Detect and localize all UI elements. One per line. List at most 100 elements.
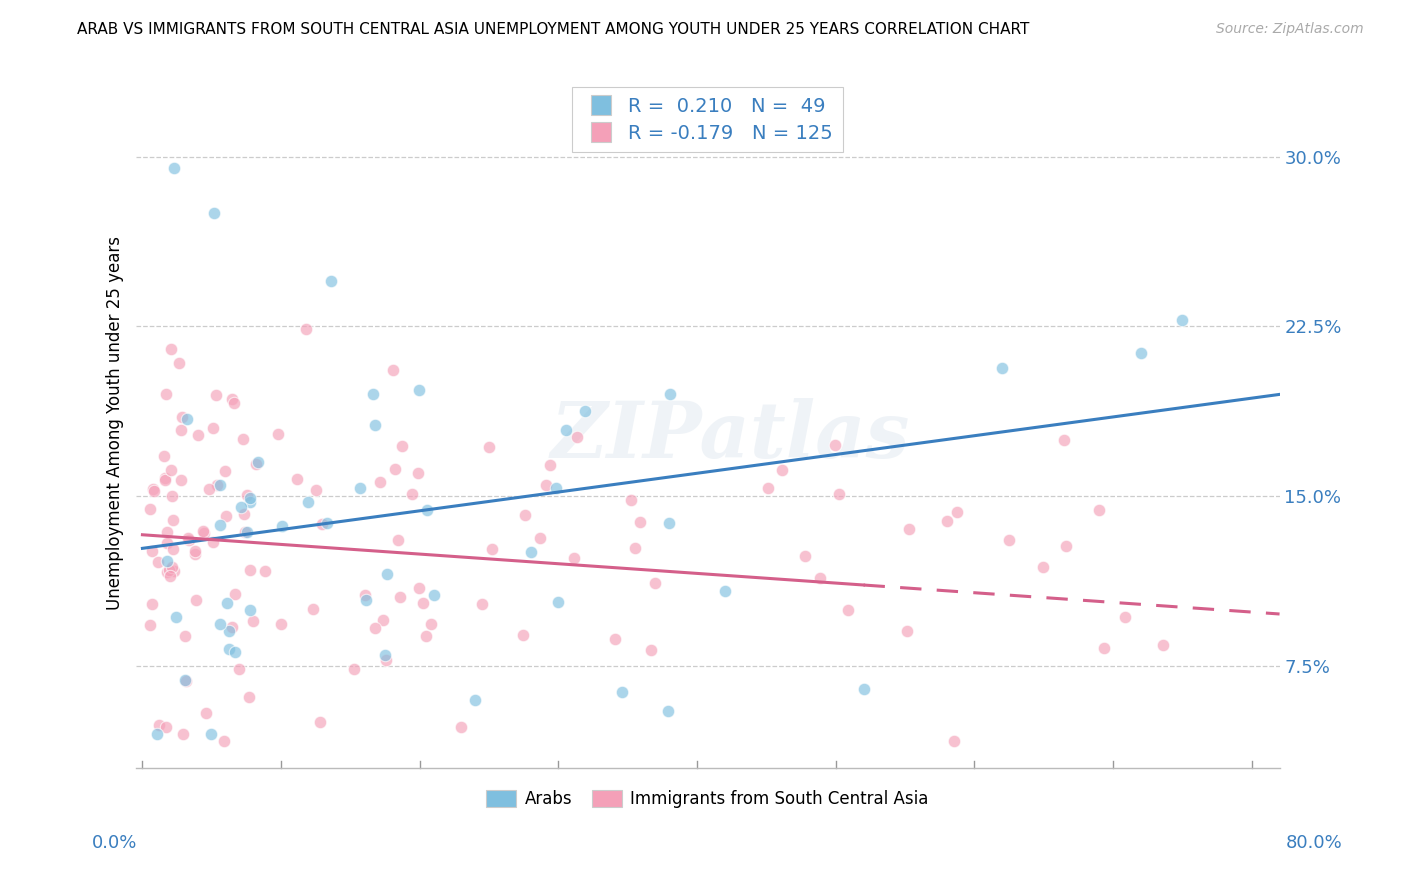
Point [714,583,737,598]
Point [162,541,184,556]
Point [184,544,207,558]
Point [406,467,429,481]
Point [174,674,197,689]
Point [159,463,181,477]
Point [423,588,446,602]
Point [221,620,243,634]
Point [201,534,224,549]
Point [208,616,231,631]
Point [478,440,501,454]
Point [159,569,181,583]
Point [155,387,177,401]
Point [828,487,851,501]
Point [297,495,319,509]
Point [538,458,561,472]
Point [169,423,191,437]
Point [187,427,209,442]
Point [142,482,165,496]
Point [184,547,207,561]
Point [384,462,406,476]
Point [160,489,183,503]
Point [450,720,472,734]
Point [139,502,162,516]
Point [253,565,276,579]
Point [146,727,169,741]
Point [354,588,377,602]
Point [167,355,190,369]
Point [991,361,1014,376]
Point [640,643,662,657]
Point [139,617,162,632]
Point [794,549,817,564]
Point [1129,346,1152,360]
Point [157,563,180,577]
Point [218,642,240,657]
Point [174,673,197,687]
Point [513,508,536,522]
Point [224,645,246,659]
Point [896,624,918,638]
Point [605,632,627,647]
Point [239,563,262,577]
Text: 0.0%: 0.0% [91,834,136,852]
Point [897,523,920,537]
Point [294,322,316,336]
Point [153,471,176,485]
Point [1054,539,1077,553]
Point [242,614,264,628]
Point [235,525,257,540]
Text: Source: ZipAtlas.com: Source: ZipAtlas.com [1216,22,1364,37]
Point [321,274,343,288]
Point [201,421,224,435]
Point [1053,433,1076,447]
Point [155,473,177,487]
Point [198,482,221,496]
Point [204,388,226,402]
Point [239,495,262,509]
Point [481,541,503,556]
Point [412,596,434,610]
Point [375,567,398,582]
Point [163,564,186,578]
Point [529,531,551,545]
Point [415,503,437,517]
Point [285,472,308,486]
Point [194,706,217,720]
Point [148,718,170,732]
Point [837,603,859,617]
Point [141,598,163,612]
Text: ZIPatlas: ZIPatlas [551,398,910,475]
Text: 80.0%: 80.0% [1286,834,1343,852]
Point [998,533,1021,548]
Point [1171,312,1194,326]
Point [391,439,413,453]
Point [464,693,486,707]
Point [160,559,183,574]
Point [349,481,371,495]
Point [315,516,337,530]
Point [238,690,260,704]
Point [156,536,179,550]
Point [415,629,437,643]
Point [368,475,391,489]
Point [311,516,333,531]
Point [628,515,651,529]
Point [343,662,366,676]
Point [547,595,569,609]
Point [620,492,643,507]
Point [156,565,179,579]
Point [389,590,412,604]
Point [519,545,541,559]
Point [222,396,245,410]
Point [381,362,404,376]
Point [165,610,187,624]
Point [942,733,965,747]
Point [946,505,969,519]
Point [657,704,679,718]
Point [808,571,831,585]
Point [239,603,262,617]
Point [936,514,959,528]
Point [215,508,238,523]
Point [163,161,186,175]
Point [371,613,394,627]
